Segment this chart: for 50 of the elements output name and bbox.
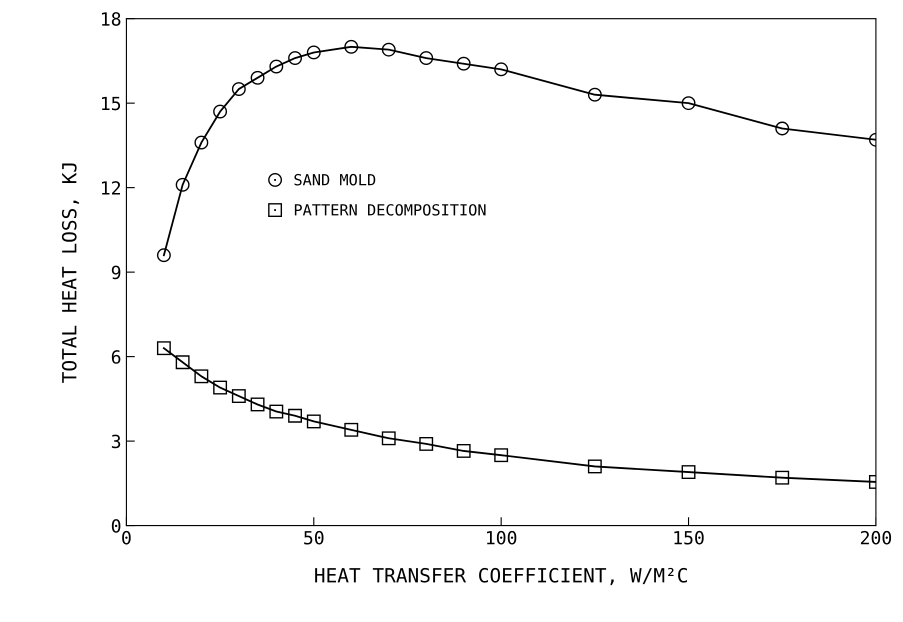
point [269, 60, 284, 74]
point [382, 42, 396, 57]
point [232, 389, 246, 403]
x-tick-label: 0 [122, 530, 131, 545]
point [344, 422, 358, 437]
point [456, 56, 471, 71]
legend-label: PATTERN DECOMPOSITION [294, 204, 486, 216]
point [682, 465, 696, 480]
x-tick-label: 50 [304, 530, 324, 545]
point [213, 104, 228, 119]
point [306, 414, 321, 428]
x-tick-label: 150 [674, 530, 704, 545]
y-tick-label: 0 [112, 519, 120, 533]
point [306, 46, 321, 60]
point [419, 51, 434, 66]
point [194, 136, 208, 150]
point [456, 444, 471, 458]
point [176, 178, 190, 192]
y-tick-label: 18 [102, 12, 120, 26]
point [382, 431, 396, 446]
point [494, 448, 508, 462]
point [250, 398, 265, 412]
point [775, 470, 790, 485]
point [232, 82, 246, 96]
y-tick-label: 6 [112, 350, 120, 364]
point [194, 369, 208, 384]
point [494, 62, 508, 76]
point [682, 96, 696, 110]
point [288, 408, 302, 423]
point [344, 40, 358, 54]
y-tick-label: 9 [112, 266, 120, 280]
point [775, 122, 790, 136]
x-tick-label: 100 [487, 530, 516, 545]
point [176, 355, 190, 370]
point [419, 436, 434, 451]
point [269, 404, 284, 418]
y-tick-label: 12 [102, 181, 120, 195]
point [156, 341, 171, 356]
y-tick-label: 15 [102, 96, 120, 110]
legend-label: SAND MOLD [294, 174, 376, 186]
x-tick-label: 200 [860, 530, 892, 545]
y-tick-label: 3 [112, 434, 120, 448]
point [156, 248, 171, 262]
point [588, 460, 602, 474]
point [588, 88, 602, 102]
x-axis-title: HEAT TRANSFER COEFFICIENT, W/M²C [315, 568, 687, 586]
point [250, 70, 265, 85]
point [213, 380, 228, 395]
y-axis-title: TOTAL HEAT LOSS, KJ [62, 164, 80, 383]
point [288, 51, 302, 66]
